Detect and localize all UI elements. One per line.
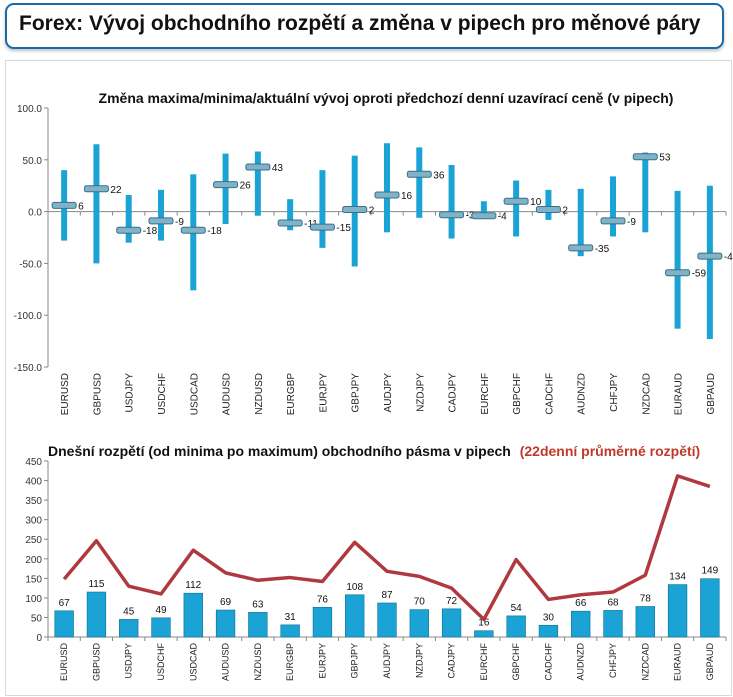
title-banner: Forex: Vývoj obchodního rozpětí a změna … [5,3,724,49]
page-title: Forex: Vývoj obchodního rozpětí a změna … [19,12,701,35]
charts-panel [5,60,732,696]
